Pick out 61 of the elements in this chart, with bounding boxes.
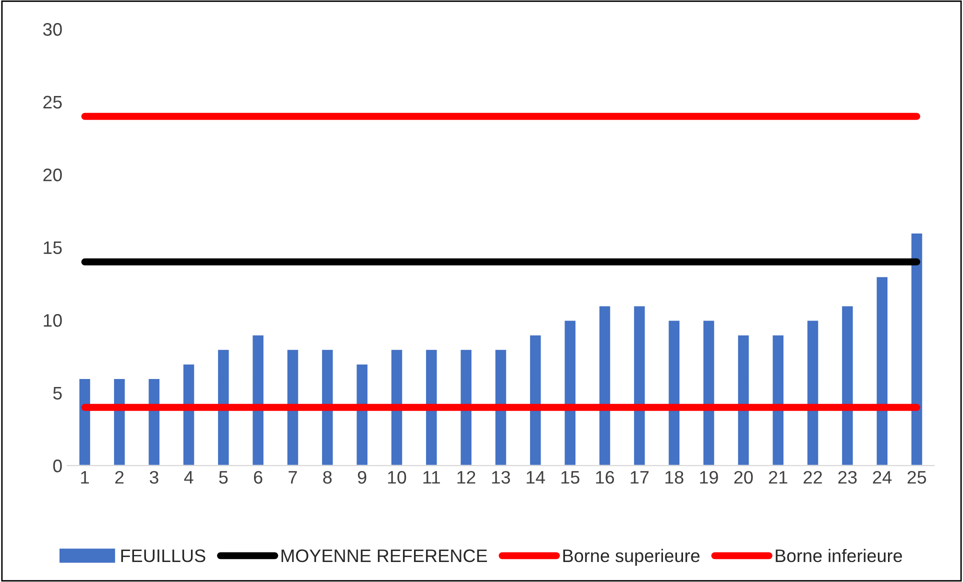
bar [216,348,230,466]
bar [771,334,785,466]
bar [875,276,889,466]
x-tick-label: 25 [908,470,926,484]
x-tick-label: 10 [388,470,406,484]
x-tick-label: 21 [768,470,788,484]
bar [459,348,473,466]
y-tick-label: 20 [43,168,62,182]
bar [182,363,196,466]
bar [286,348,300,466]
bar [806,319,820,466]
bar [390,348,404,466]
y-tick-label: 30 [43,23,62,36]
bar [78,378,92,466]
y-tick-label: 25 [43,96,62,109]
bar [598,304,612,466]
x-tick-label: 16 [596,470,614,484]
bar [840,304,854,466]
x-tick-label: 7 [288,471,297,484]
x-tick-label: 4 [184,471,194,484]
x-tick-label: 20 [734,470,753,484]
bar [320,348,334,466]
x-tick-label: 18 [665,470,684,484]
bar [563,319,577,466]
bar [736,334,750,466]
bar [147,378,161,466]
x-tick-label: 22 [804,470,822,484]
x-tick-label: 15 [561,471,580,484]
x-tick-label: 2 [115,470,124,484]
y-tick-label: 5 [53,386,62,400]
bar [528,334,542,466]
bar [667,319,681,466]
x-tick-label: 9 [358,470,366,484]
x-tick-label: 14 [526,471,545,484]
x-tick-label: 8 [323,470,332,484]
bar [494,348,508,466]
legend-label: Borne inferieure [776,548,902,562]
x-tick-label: 23 [838,470,857,484]
y-tick-label: 10 [44,314,62,327]
bar [112,378,126,466]
bar [910,232,924,466]
x-tick-label: 5 [219,471,228,484]
bar [251,334,265,466]
x-tick-label: 17 [630,471,649,484]
x-tick-label: 3 [150,470,158,484]
x-tick-label: 12 [457,470,476,484]
y-tick-label: 15 [44,241,62,254]
x-tick-label: 13 [492,470,510,484]
legend-label: Borne superieure [563,548,700,566]
bar [355,363,369,466]
x-tick-label: 19 [700,470,718,484]
bar [702,319,716,466]
legend-label: FEUILLUS [121,549,206,562]
x-tick-label: 6 [254,470,262,484]
x-tick-label: 1 [81,471,89,484]
y-tick-label: 0 [53,460,62,472]
x-tick-label: 24 [872,470,892,484]
bar [424,348,438,466]
legend-label: MOYENNE REFERENCE [282,549,487,562]
bar [632,304,646,466]
x-tick-label: 11 [423,471,440,484]
